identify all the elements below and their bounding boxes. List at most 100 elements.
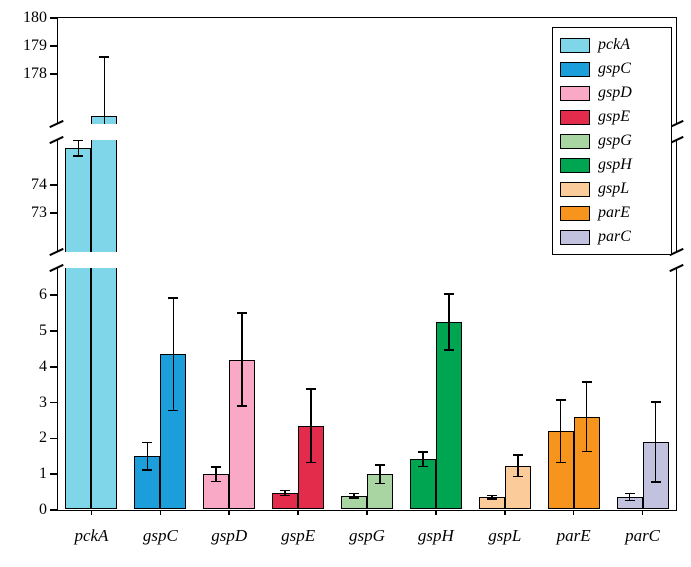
y-tick-label: 74 [31,175,47,193]
legend-swatch-gspE [560,109,590,125]
y-axis-tick [50,294,57,296]
y-axis-tick [50,509,57,511]
legend-swatch-gspD [560,85,590,101]
error-bar-pckA-left-bar [77,140,80,157]
y-axis-tick [50,184,57,186]
error-bar-cap [650,481,661,483]
error-bar-cap [624,499,635,502]
legend-label-gspG: gspG [598,132,632,149]
x-axis-tick [297,511,299,515]
legend: pckA gspC gspD gspE gspG gspH gspL parE parC [552,27,672,255]
y-tick-label: 178 [23,64,47,82]
legend-item-gspD: gspD [560,81,664,105]
y-tick-label: 73 [31,203,47,221]
error-bar-gspE-left-bar [284,490,286,496]
y-axis-tick [50,330,57,332]
y-axis-tick [50,45,57,47]
legend-swatch-gspL [560,181,590,197]
legend-label-parC: parC [598,228,631,245]
error-bar-gspC-left-bar [146,442,149,470]
error-bar-cap [73,155,84,157]
error-bar-gspD-right-bar [241,313,243,407]
bar-pckA-right-bar [91,115,118,510]
x-category-label: gspL [488,526,522,545]
y-axis-tick [50,437,57,440]
legend-label-gspC: gspC [598,60,631,77]
y-axis-tick [50,473,57,475]
error-bar-cap [555,461,566,464]
error-bar-gspG-right-bar [379,464,381,484]
error-bar-cap [237,312,248,314]
legend-item-pckA: pckA [560,33,664,57]
error-bar-parC-right-bar [654,401,657,483]
error-bar-cap [581,450,592,453]
error-bar-cap [581,381,592,383]
x-axis-tick [572,511,575,515]
legend-item-gspG: gspG [560,129,664,153]
y-tick-label: 4 [39,357,47,375]
axis-break-band [55,252,679,268]
x-axis-tick [366,511,368,515]
x-axis-tick [641,511,644,515]
error-bar-gspL-left-bar [491,495,493,499]
legend-label-gspD: gspD [598,84,632,101]
error-bar-parE-right-bar [585,382,588,452]
legend-item-gspL: gspL [560,177,664,201]
x-axis-tick [90,511,93,515]
error-bar-parC-left-bar [628,493,631,501]
y-tick-label: 5 [39,322,47,339]
x-category-label: gspG [349,526,385,545]
y-tick-label: 2 [39,429,47,447]
error-bar-cap [650,401,661,403]
legend-swatch-gspH [560,157,590,173]
legend-swatch-parC [560,229,590,245]
bar-gspH-right-bar [435,322,462,510]
x-category-label: parE [556,526,591,545]
legend-item-gspH: gspH [560,153,664,177]
error-bar-cap [417,465,428,468]
x-category-label: gspD [211,526,248,545]
legend-item-gspC: gspC [560,57,664,81]
error-bar-cap [168,409,179,412]
y-tick-label: 6 [39,286,47,304]
x-category-label: parC [625,526,661,545]
error-bar-cap [211,480,222,483]
legend-swatch-gspG [560,133,590,149]
error-bar-cap [306,461,317,464]
y-axis-tick [50,17,57,19]
error-bar-cap [375,464,385,466]
error-bar-cap [349,492,359,495]
error-bar-cap [142,469,153,471]
legend-item-parE: parE [560,201,664,225]
error-bar-cap [486,494,497,497]
x-category-label: gspC [142,526,178,545]
x-axis-tick [504,511,506,515]
error-bar-cap [486,498,497,500]
x-axis-tick [159,511,162,515]
x-axis-tick [228,511,230,515]
x-category-label: gspE [281,526,316,545]
error-bar-gspG-left-bar [353,493,355,498]
error-bar-cap [512,454,523,456]
legend-item-gspE: gspE [560,105,664,129]
error-bar-cap [375,482,385,485]
error-bar-gspH-right-bar [448,294,450,350]
y-axis-tick [50,73,57,75]
x-category-label: gspH [417,526,454,545]
y-tick-label: 180 [23,9,47,26]
error-bar-gspE-right-bar [310,389,312,463]
x-category-label: pckA [74,526,109,545]
error-bar-cap [142,441,153,444]
bar-gspH-left-bar [409,459,436,510]
error-bar-cap [280,489,291,492]
y-tick-label: 0 [39,501,47,518]
legend-label-gspE: gspE [598,108,630,125]
bar-pckA-left-bar [65,148,92,510]
error-bar-pckA-right-bar [103,57,106,125]
error-bar-gspL-right-bar [517,455,519,477]
legend-item-parC: parC [560,225,664,249]
y-tick-label: 1 [39,465,47,483]
error-bar-cap [512,475,523,478]
y-axis-tick [50,401,57,404]
